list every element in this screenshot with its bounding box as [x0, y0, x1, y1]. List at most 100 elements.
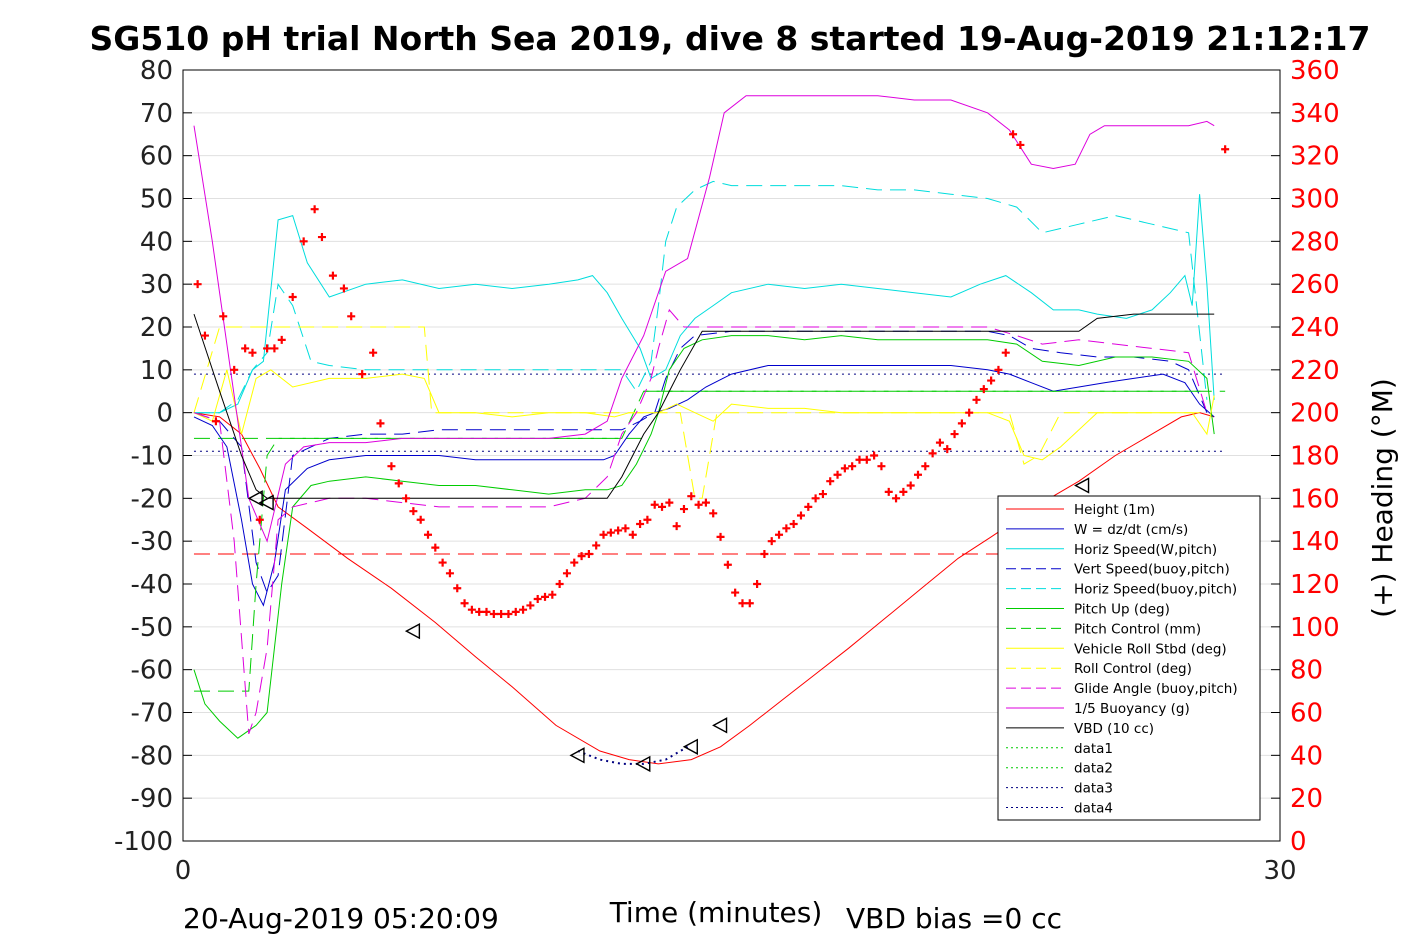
legend-entry: Roll Control (deg): [1074, 661, 1192, 677]
heading-point: [1016, 140, 1025, 149]
tick-label-left: -100: [114, 827, 173, 857]
heading-point: [943, 445, 952, 454]
heading-point: [255, 515, 264, 524]
heading-point: [533, 594, 542, 603]
heading-point: [899, 487, 908, 496]
heading-point: [672, 522, 681, 531]
heading-point: [833, 470, 842, 479]
tick-label-left: -70: [131, 699, 173, 729]
heading-point: [738, 599, 747, 608]
heading-point: [438, 558, 447, 567]
heading-point: [877, 462, 886, 471]
heading-point: [1221, 145, 1230, 154]
heading-point: [870, 451, 879, 460]
heading-point: [1009, 130, 1018, 139]
series-line: [193, 326, 1207, 499]
heading-point: [1001, 348, 1010, 357]
heading-point: [818, 490, 827, 499]
legend-entry: Horiz Speed(W,pitch): [1074, 542, 1217, 558]
heading-point: [562, 569, 571, 578]
heading-point: [796, 511, 805, 520]
tick-label-left: -20: [131, 484, 173, 514]
series-line: [194, 390, 1207, 692]
heading-point: [592, 541, 601, 550]
tick-label-right: 240: [1290, 313, 1340, 343]
tick-label-right: 0: [1290, 827, 1307, 857]
tick-label-right: 280: [1290, 227, 1340, 257]
tick-label-right: 340: [1290, 99, 1340, 129]
tick-label-left: 60: [140, 142, 173, 172]
tick-label-left: 40: [140, 227, 173, 257]
legend-entry: data4: [1074, 801, 1113, 817]
heading-point: [230, 365, 239, 374]
heading-point: [526, 601, 535, 610]
tick-label-right: 80: [1290, 656, 1323, 686]
tick-label-x: 30: [1263, 856, 1296, 886]
heading-point: [606, 528, 615, 537]
tick-label-right: 220: [1290, 356, 1340, 386]
heading-point: [475, 607, 484, 616]
heading-point: [402, 494, 411, 503]
legend-entry: 1/5 Buoyancy (g): [1074, 701, 1190, 717]
heading-point: [921, 462, 930, 471]
heading-point: [731, 588, 740, 597]
heading-point: [775, 530, 784, 539]
heading-point: [387, 462, 396, 471]
heading-point: [804, 502, 813, 511]
heading-point: [709, 509, 718, 518]
heading-point: [782, 524, 791, 533]
marker-triangle: [258, 494, 274, 511]
tick-label-x: 0: [175, 856, 192, 886]
heading-point: [248, 348, 257, 357]
legend-entry: Horiz Speed(buoy,pitch): [1074, 582, 1237, 598]
heading-point: [994, 365, 1003, 374]
marker-triangle: [682, 738, 698, 755]
heading-point: [928, 449, 937, 458]
heading-point: [935, 438, 944, 447]
legend-entry: W = dz/dt (cm/s): [1074, 522, 1188, 538]
legend-entry: data3: [1074, 781, 1113, 797]
tick-label-right: 260: [1290, 270, 1340, 300]
marker-triangle: [712, 717, 728, 734]
heading-point: [701, 498, 710, 507]
heading-point: [848, 462, 857, 471]
heading-point: [716, 532, 725, 541]
heading-point: [979, 385, 988, 394]
heading-point: [497, 609, 506, 618]
heading-point: [665, 498, 674, 507]
left-axis-ticks: 80 70 60 50 40 30 20 10 0 -10 -20 -30 -40 -50 -60 -70 -8…: [114, 56, 192, 857]
triangle-markers: [247, 477, 1090, 773]
heading-point: [423, 530, 432, 539]
heading-point: [193, 280, 202, 289]
chart-title: SG510 pH trial North Sea 2019, dive 8 st…: [90, 19, 1371, 58]
tick-label-left: 10: [140, 356, 173, 386]
x-axis-label: Time (minutes): [609, 896, 823, 929]
x-axis-ticks: 0 30: [175, 856, 1297, 886]
tick-label-left: -30: [131, 527, 173, 557]
heading-point: [599, 530, 608, 539]
marker-triangle: [569, 747, 585, 764]
series-line: [193, 95, 1215, 543]
heading-point: [826, 477, 835, 486]
heading-point: [745, 599, 754, 608]
heading-point: [519, 605, 528, 614]
tick-label-left: 50: [140, 185, 173, 215]
tick-label-left: -10: [131, 442, 173, 472]
series-line: [194, 194, 1215, 414]
footer-vbd-bias: VBD bias =0 cc: [846, 902, 1062, 935]
heading-point: [482, 607, 491, 616]
heading-point: [636, 520, 645, 529]
heading-point: [950, 430, 959, 439]
heading-point: [855, 455, 864, 464]
tick-label-right: 100: [1290, 613, 1340, 643]
right-axis-ticks: 3603403203002802602402202001801601401201…: [1271, 56, 1340, 857]
heading-points: [193, 130, 1230, 618]
tick-label-right: 40: [1290, 741, 1323, 771]
marker-triangle: [1074, 477, 1090, 494]
heading-point: [317, 233, 326, 242]
series-line: [193, 335, 1215, 739]
heading-point: [431, 543, 440, 552]
heading-point: [369, 348, 378, 357]
heading-point: [504, 609, 513, 618]
